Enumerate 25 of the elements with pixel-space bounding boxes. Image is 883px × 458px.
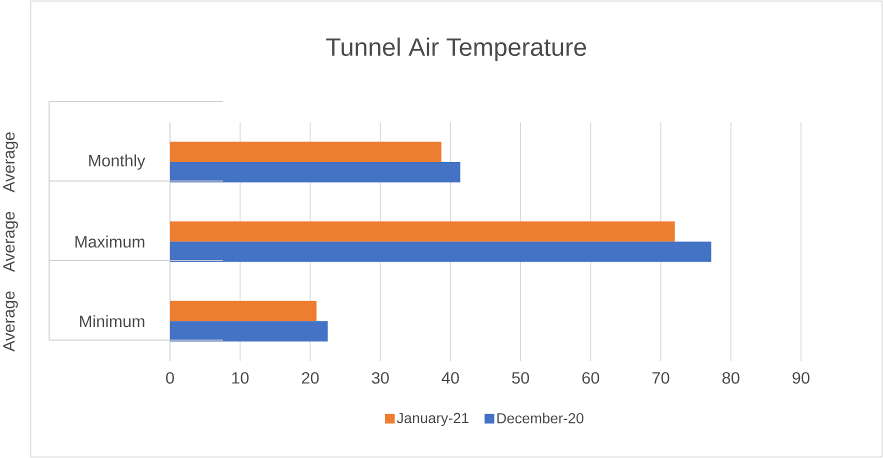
- y-tick-label: Maximum: [76, 236, 144, 248]
- text: Average: [3, 132, 18, 192]
- x-tick-label: 80: [722, 372, 740, 384]
- chart-title: Tunnel Air Temperature: [326, 38, 586, 61]
- x-tick-label: 0: [166, 372, 174, 384]
- bar: [170, 162, 460, 182]
- text: Average: [3, 212, 18, 272]
- x-tick-label: 10: [232, 372, 249, 384]
- bar: [170, 142, 442, 162]
- x-tick-label: 60: [582, 372, 600, 384]
- bar: [170, 300, 317, 322]
- bar: [170, 321, 328, 342]
- bar: [170, 221, 675, 242]
- text: Average: [3, 291, 18, 352]
- legend-label: January-21: [396, 412, 468, 426]
- x-tick-label: 30: [372, 372, 389, 384]
- x-tick-label: 50: [512, 372, 530, 384]
- x-tick-label: 40: [442, 372, 459, 384]
- y-tick-label: Monthly: [89, 154, 146, 170]
- legend-label: December-20: [497, 412, 584, 424]
- y-tick-label: Minimum: [80, 315, 144, 328]
- x-tick-label: 70: [652, 372, 670, 384]
- x-tick-label: 90: [792, 372, 810, 384]
- bar: [170, 242, 712, 262]
- x-tick-label: 20: [302, 372, 319, 384]
